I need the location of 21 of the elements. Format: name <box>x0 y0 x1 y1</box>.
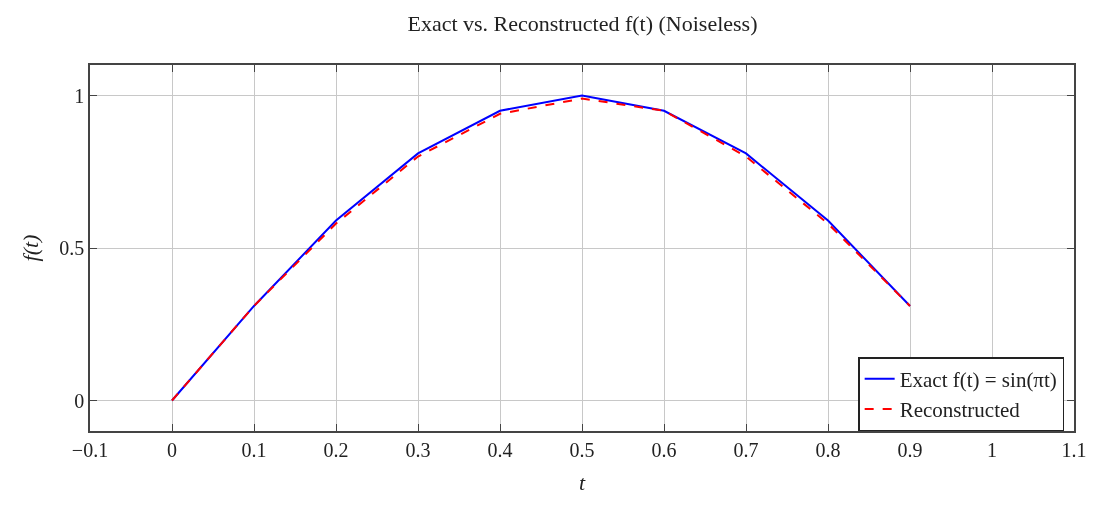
x-tick-label: 0 <box>167 438 177 461</box>
x-tick-label: 0.7 <box>733 438 759 461</box>
x-tick-label: 0.5 <box>569 438 595 461</box>
x-tick-label: 0.6 <box>651 438 677 461</box>
legend-label: Exact f(t) = sin(πt) <box>899 367 1057 392</box>
y-tick-label: 0.5 <box>59 237 85 259</box>
chart-title: Exact vs. Reconstructed f(t) (Noiseless) <box>407 10 758 36</box>
y-tick-label: 0 <box>74 389 85 412</box>
x-tick-label: −0.1 <box>71 438 109 461</box>
legend-label: Reconstructed <box>899 398 1021 423</box>
x-tick-label: 1 <box>987 438 997 461</box>
x-tick-label: 0.1 <box>241 438 267 461</box>
y-axis-title: f(t) <box>17 234 43 262</box>
x-axis-title: t <box>578 470 586 496</box>
x-tick-label: 0.2 <box>323 438 349 461</box>
x-tick-label: 0.4 <box>487 438 513 461</box>
x-tick-label: 1.1 <box>1061 438 1087 461</box>
x-tick-label: 0.9 <box>897 438 923 461</box>
y-tick-label: 1 <box>74 84 85 107</box>
x-tick-label: 0.8 <box>815 438 841 461</box>
x-tick-label: 0.3 <box>405 438 431 461</box>
